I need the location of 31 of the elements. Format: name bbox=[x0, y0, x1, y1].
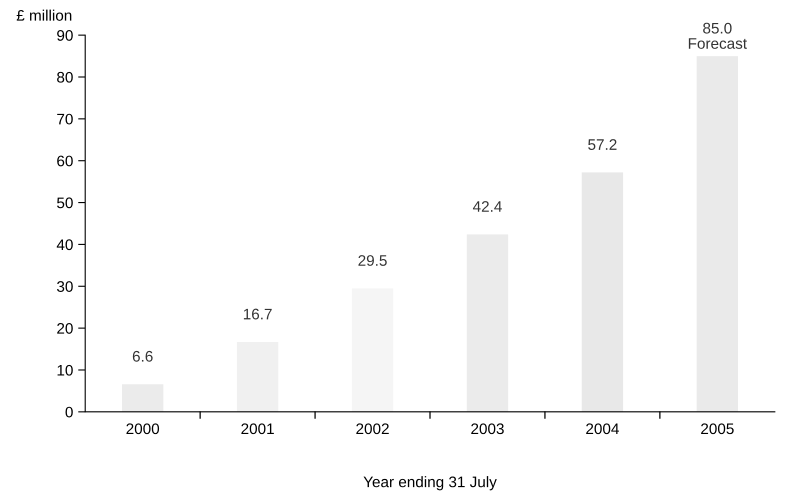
bar bbox=[236, 342, 278, 412]
y-axis-title: £ million bbox=[16, 10, 72, 21]
data-label: 85.0 bbox=[703, 22, 732, 34]
bar bbox=[352, 288, 394, 412]
y-tick-label: 10 bbox=[58, 364, 73, 376]
y-tick-label: 60 bbox=[57, 156, 73, 166]
y-tick-label: 20 bbox=[57, 323, 73, 334]
y-tick-label: 30 bbox=[56, 281, 73, 292]
data-label: 57.2 bbox=[588, 139, 617, 150]
annotation: Forecast bbox=[688, 38, 747, 49]
bar bbox=[466, 234, 508, 412]
x-tick-label: 2000 bbox=[126, 423, 160, 434]
bar bbox=[696, 56, 738, 412]
data-label: 16.7 bbox=[244, 308, 272, 320]
x-axis-title: Year ending 31 July bbox=[364, 476, 497, 490]
y-tick-label: 0 bbox=[66, 406, 73, 418]
y-tick-label: 70 bbox=[57, 114, 73, 125]
bar bbox=[122, 384, 164, 412]
data-label: 42.4 bbox=[472, 201, 502, 212]
data-label: 6.6 bbox=[132, 350, 153, 362]
x-tick-label: 2004 bbox=[586, 423, 619, 434]
data-label: 29.5 bbox=[358, 255, 387, 266]
y-tick-label: 40 bbox=[56, 239, 73, 250]
y-tick-label: 80 bbox=[57, 72, 73, 83]
x-tick-label: 2005 bbox=[701, 423, 734, 434]
x-tick-label: 2003 bbox=[471, 423, 504, 434]
bar bbox=[582, 172, 624, 412]
y-tick-label: 90 bbox=[57, 30, 73, 41]
x-tick-label: 2001 bbox=[241, 423, 274, 434]
y-tick-label: 50 bbox=[57, 197, 73, 208]
x-tick-label: 2002 bbox=[356, 423, 389, 434]
